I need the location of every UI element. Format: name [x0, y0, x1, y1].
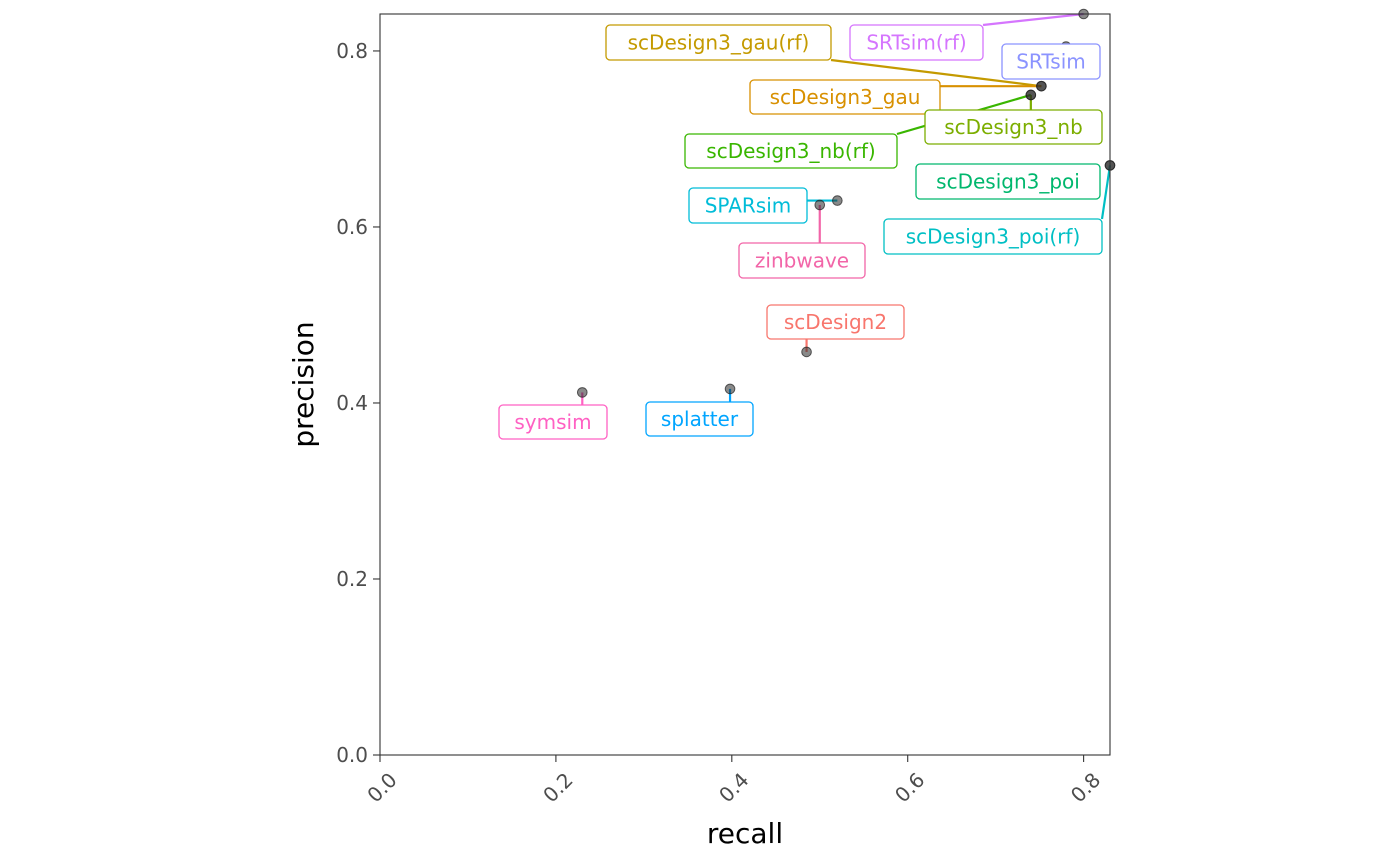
x-tick-label: 0.6	[890, 768, 929, 807]
point-label: scDesign3_gau	[749, 79, 941, 115]
point-label-text: splatter	[661, 407, 739, 431]
y-tick-label: 0.0	[336, 743, 368, 767]
label-box	[883, 218, 1103, 255]
point-label: scDesign3_gau(rf)	[605, 24, 832, 61]
label-box	[924, 109, 1103, 145]
label-box	[849, 24, 984, 61]
connector-line	[982, 12, 1084, 27]
point-label: scDesign3_poi(rf)	[883, 218, 1103, 255]
y-tick-label: 0.8	[336, 39, 368, 63]
label-box	[766, 304, 905, 340]
point-label-text: scDesign3_nb(rf)	[706, 139, 875, 163]
connector-line	[830, 58, 1042, 88]
point-label-text: scDesign3_gau	[770, 85, 921, 109]
point-label: splatter	[645, 401, 754, 437]
label-box	[915, 163, 1101, 200]
x-tick-label: 0.4	[714, 768, 753, 807]
scatter-point	[814, 199, 826, 211]
y-axis-title: precision	[287, 321, 320, 447]
point-label: scDesign3_nb	[924, 109, 1103, 145]
point-label: symsim	[498, 404, 608, 440]
point-label: scDesign3_poi	[915, 163, 1101, 200]
x-tick-label: 0.2	[538, 768, 577, 807]
y-tick-label: 0.6	[336, 215, 368, 239]
connector-line	[1100, 165, 1112, 220]
point-label-text: scDesign3_poi	[936, 170, 1080, 194]
label-box	[738, 242, 866, 279]
scatter-point	[1036, 80, 1047, 92]
point-label-text: zinbwave	[755, 249, 849, 273]
scatter-point	[724, 383, 736, 395]
y-tick-label: 0.2	[336, 567, 368, 591]
label-box	[749, 79, 941, 115]
point-label-text: scDesign3_nb	[944, 115, 1083, 139]
label-box	[645, 401, 754, 437]
panel-border	[379, 13, 1111, 756]
point-label-text: scDesign2	[784, 310, 887, 334]
point-label-text: SRTsim	[1016, 50, 1086, 74]
label-box	[605, 24, 832, 61]
label-box	[498, 404, 608, 440]
label-box	[688, 187, 808, 224]
point-label-text: symsim	[514, 410, 591, 434]
y-tick-label: 0.4	[336, 391, 368, 415]
point-label: scDesign3_nb(rf)	[684, 133, 898, 169]
scatter-point	[576, 387, 588, 398]
point-labels: SRTsim(rf) SRTsim scDesign3_gau(rf) scDesig…	[498, 24, 1103, 440]
x-axis-title: recall	[707, 817, 783, 850]
scatter-point	[832, 195, 843, 206]
point-label-text: SRTsim(rf)	[866, 31, 966, 55]
point-label: SRTsim(rf)	[849, 24, 984, 61]
scatter-point	[1025, 89, 1037, 101]
x-tick-label: 0.0	[362, 768, 401, 807]
point-label: SRTsim	[1001, 43, 1101, 80]
scatter-point	[801, 346, 812, 358]
x-tick-label: 0.8	[1066, 768, 1105, 807]
point-label: scDesign2	[766, 304, 905, 340]
label-box	[684, 133, 898, 169]
point-label: SPARsim	[688, 187, 808, 224]
point-label-text: scDesign3_gau(rf)	[628, 31, 810, 55]
point-label-text: scDesign3_poi(rf)	[906, 225, 1081, 249]
label-box	[1001, 43, 1101, 80]
point-label-text: SPARsim	[705, 194, 792, 218]
point-label: zinbwave	[738, 242, 866, 279]
